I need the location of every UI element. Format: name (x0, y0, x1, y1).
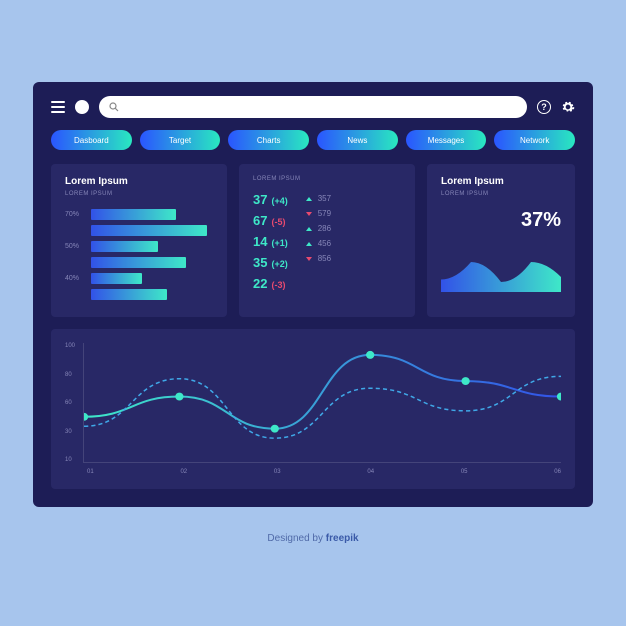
hbar-row (65, 225, 213, 236)
xtick: 05 (461, 469, 468, 475)
xtick: 06 (554, 469, 561, 475)
ytick: 30 (65, 429, 75, 435)
widget-subtitle: Lorem Ipsum (65, 191, 213, 197)
xtick: 01 (87, 469, 94, 475)
widget-subtitle: Lorem Ipsum (441, 191, 561, 197)
line-chart-panel: 100 80 60 30 10 01 02 03 04 05 06 (51, 329, 575, 489)
stat-value: 67 (253, 213, 267, 228)
attribution: Designed by freepik (267, 533, 358, 544)
trend-up-icon (306, 227, 312, 231)
stat-row: 14 (+1) (253, 234, 288, 249)
stat-row: 37 (+4) (253, 192, 288, 207)
stat-delta: (+4) (271, 196, 287, 206)
ytick: 100 (65, 343, 75, 349)
stat-row: 22 (-3) (253, 276, 288, 291)
mini-stat: 579 (306, 209, 331, 218)
tab-news[interactable]: News (317, 130, 398, 150)
hbar-label: 70% (65, 211, 83, 218)
hbar-fill (91, 273, 142, 284)
marker (557, 393, 561, 401)
widget-title: Lorem Ipsum (441, 176, 561, 187)
search-field[interactable] (125, 102, 517, 112)
stat-delta: (+2) (271, 259, 287, 269)
avatar-icon[interactable] (75, 100, 89, 114)
mini-stat: 357 (306, 194, 331, 203)
widgets-row: Lorem Ipsum Lorem Ipsum 70% 50% 40% Lore… (51, 164, 575, 317)
ytick: 60 (65, 400, 75, 406)
tab-charts[interactable]: Charts (228, 130, 309, 150)
help-icon[interactable]: ? (537, 100, 551, 114)
mini-value: 579 (318, 209, 331, 218)
nav-tabs: Dasboard Target Charts News Messages Network (51, 130, 575, 150)
stat-delta: (-5) (271, 217, 285, 227)
hbar-fill (91, 241, 158, 252)
tab-dasboard[interactable]: Dasboard (51, 130, 132, 150)
dashboard-frame: ? Dasboard Target Charts News Messages Networ… (33, 82, 593, 507)
gear-icon[interactable] (561, 100, 575, 114)
series-solid (84, 355, 561, 429)
mini-value: 286 (318, 224, 331, 233)
line-chart (83, 343, 561, 463)
menu-icon[interactable] (51, 101, 65, 113)
series-dashed (84, 376, 561, 438)
ytick: 80 (65, 372, 75, 378)
tab-target[interactable]: Target (140, 130, 221, 150)
marker (175, 393, 183, 401)
tab-network[interactable]: Network (494, 130, 575, 150)
marker (366, 351, 374, 359)
hbar-fill (91, 289, 167, 300)
marker (271, 425, 279, 433)
mini-value: 357 (318, 194, 331, 203)
widget-subtitle: Lorem Ipsum (253, 176, 401, 182)
trend-up-icon (306, 197, 312, 201)
hbar-label: 50% (65, 243, 83, 250)
stat-row: 35 (+2) (253, 255, 288, 270)
hbar-row (65, 257, 213, 268)
stat-value: 22 (253, 276, 267, 291)
y-axis: 100 80 60 30 10 (65, 343, 75, 463)
xtick: 03 (274, 469, 281, 475)
percent-value: 37% (441, 209, 561, 232)
hbar-fill (91, 209, 176, 220)
tab-messages[interactable]: Messages (406, 130, 487, 150)
hbar-fill (91, 257, 186, 268)
ytick: 10 (65, 457, 75, 463)
mini-stat: 286 (306, 224, 331, 233)
hbar-row (65, 289, 213, 300)
mini-stat: 456 (306, 239, 331, 248)
hbar-row: 40% (65, 273, 213, 284)
search-input[interactable] (99, 96, 527, 118)
mini-value: 856 (318, 254, 331, 263)
mini-stat: 856 (306, 254, 331, 263)
stat-delta: (-3) (271, 280, 285, 290)
search-icon (109, 102, 119, 112)
stat-value: 37 (253, 192, 267, 207)
hbar-label: 40% (65, 275, 83, 282)
stats-widget: Lorem Ipsum 37 (+4) 67 (-5) 14 (+1) 35 (+2)… (239, 164, 415, 317)
marker (84, 413, 88, 421)
hbar-fill (91, 225, 207, 236)
mini-value: 456 (318, 239, 331, 248)
stat-row: 67 (-5) (253, 213, 288, 228)
widget-title: Lorem Ipsum (65, 176, 213, 187)
x-axis: 01 02 03 04 05 06 (87, 469, 561, 475)
hbar-row: 50% (65, 241, 213, 252)
trend-down-icon (306, 212, 312, 216)
percent-widget: Lorem Ipsum Lorem Ipsum 37% (427, 164, 575, 317)
top-bar: ? (51, 96, 575, 118)
hbar-row: 70% (65, 209, 213, 220)
marker (461, 377, 469, 385)
area-chart (441, 242, 561, 292)
trend-down-icon (306, 257, 312, 261)
stat-value: 14 (253, 234, 267, 249)
stat-delta: (+1) (271, 238, 287, 248)
xtick: 04 (367, 469, 374, 475)
trend-up-icon (306, 242, 312, 246)
xtick: 02 (180, 469, 187, 475)
bar-widget: Lorem Ipsum Lorem Ipsum 70% 50% 40% (51, 164, 227, 317)
stat-value: 35 (253, 255, 267, 270)
